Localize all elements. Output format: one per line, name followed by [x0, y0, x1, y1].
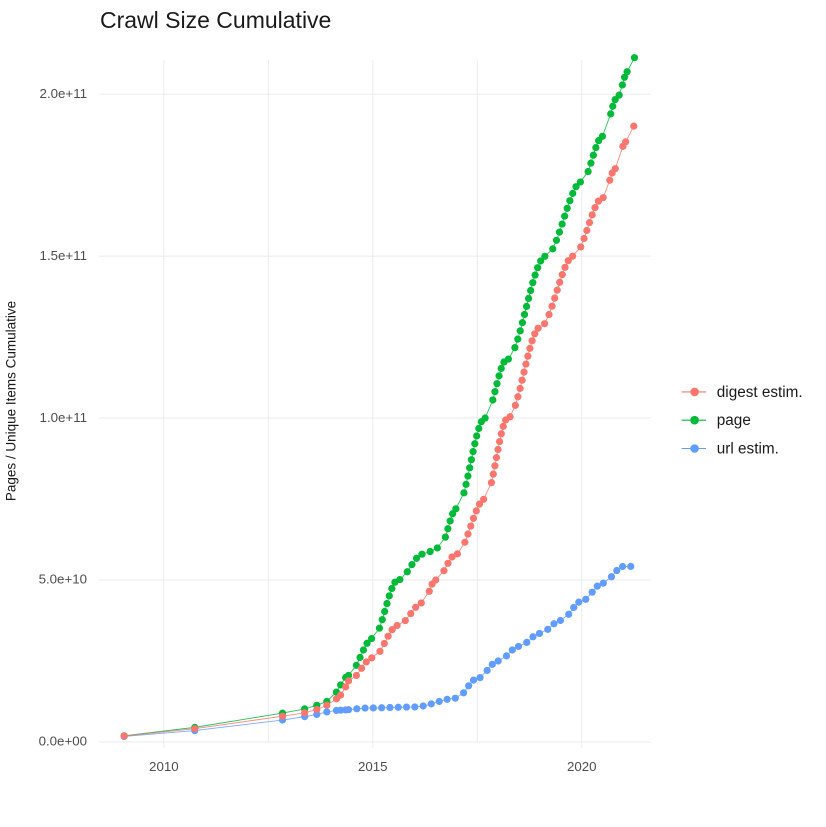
svg-text:2020: 2020 [567, 759, 597, 774]
svg-text:2.0e+11: 2.0e+11 [40, 86, 87, 101]
svg-text:2015: 2015 [358, 759, 388, 774]
svg-text:url estim.: url estim. [717, 441, 779, 458]
svg-text:page: page [717, 412, 751, 429]
svg-text:digest estim.: digest estim. [717, 384, 803, 401]
svg-text:2010: 2010 [149, 759, 179, 774]
svg-text:5.0e+10: 5.0e+10 [39, 572, 87, 587]
svg-text:0.0e+00: 0.0e+00 [39, 734, 87, 749]
svg-text:1.0e+11: 1.0e+11 [40, 410, 87, 425]
svg-text:1.5e+11: 1.5e+11 [40, 248, 87, 263]
